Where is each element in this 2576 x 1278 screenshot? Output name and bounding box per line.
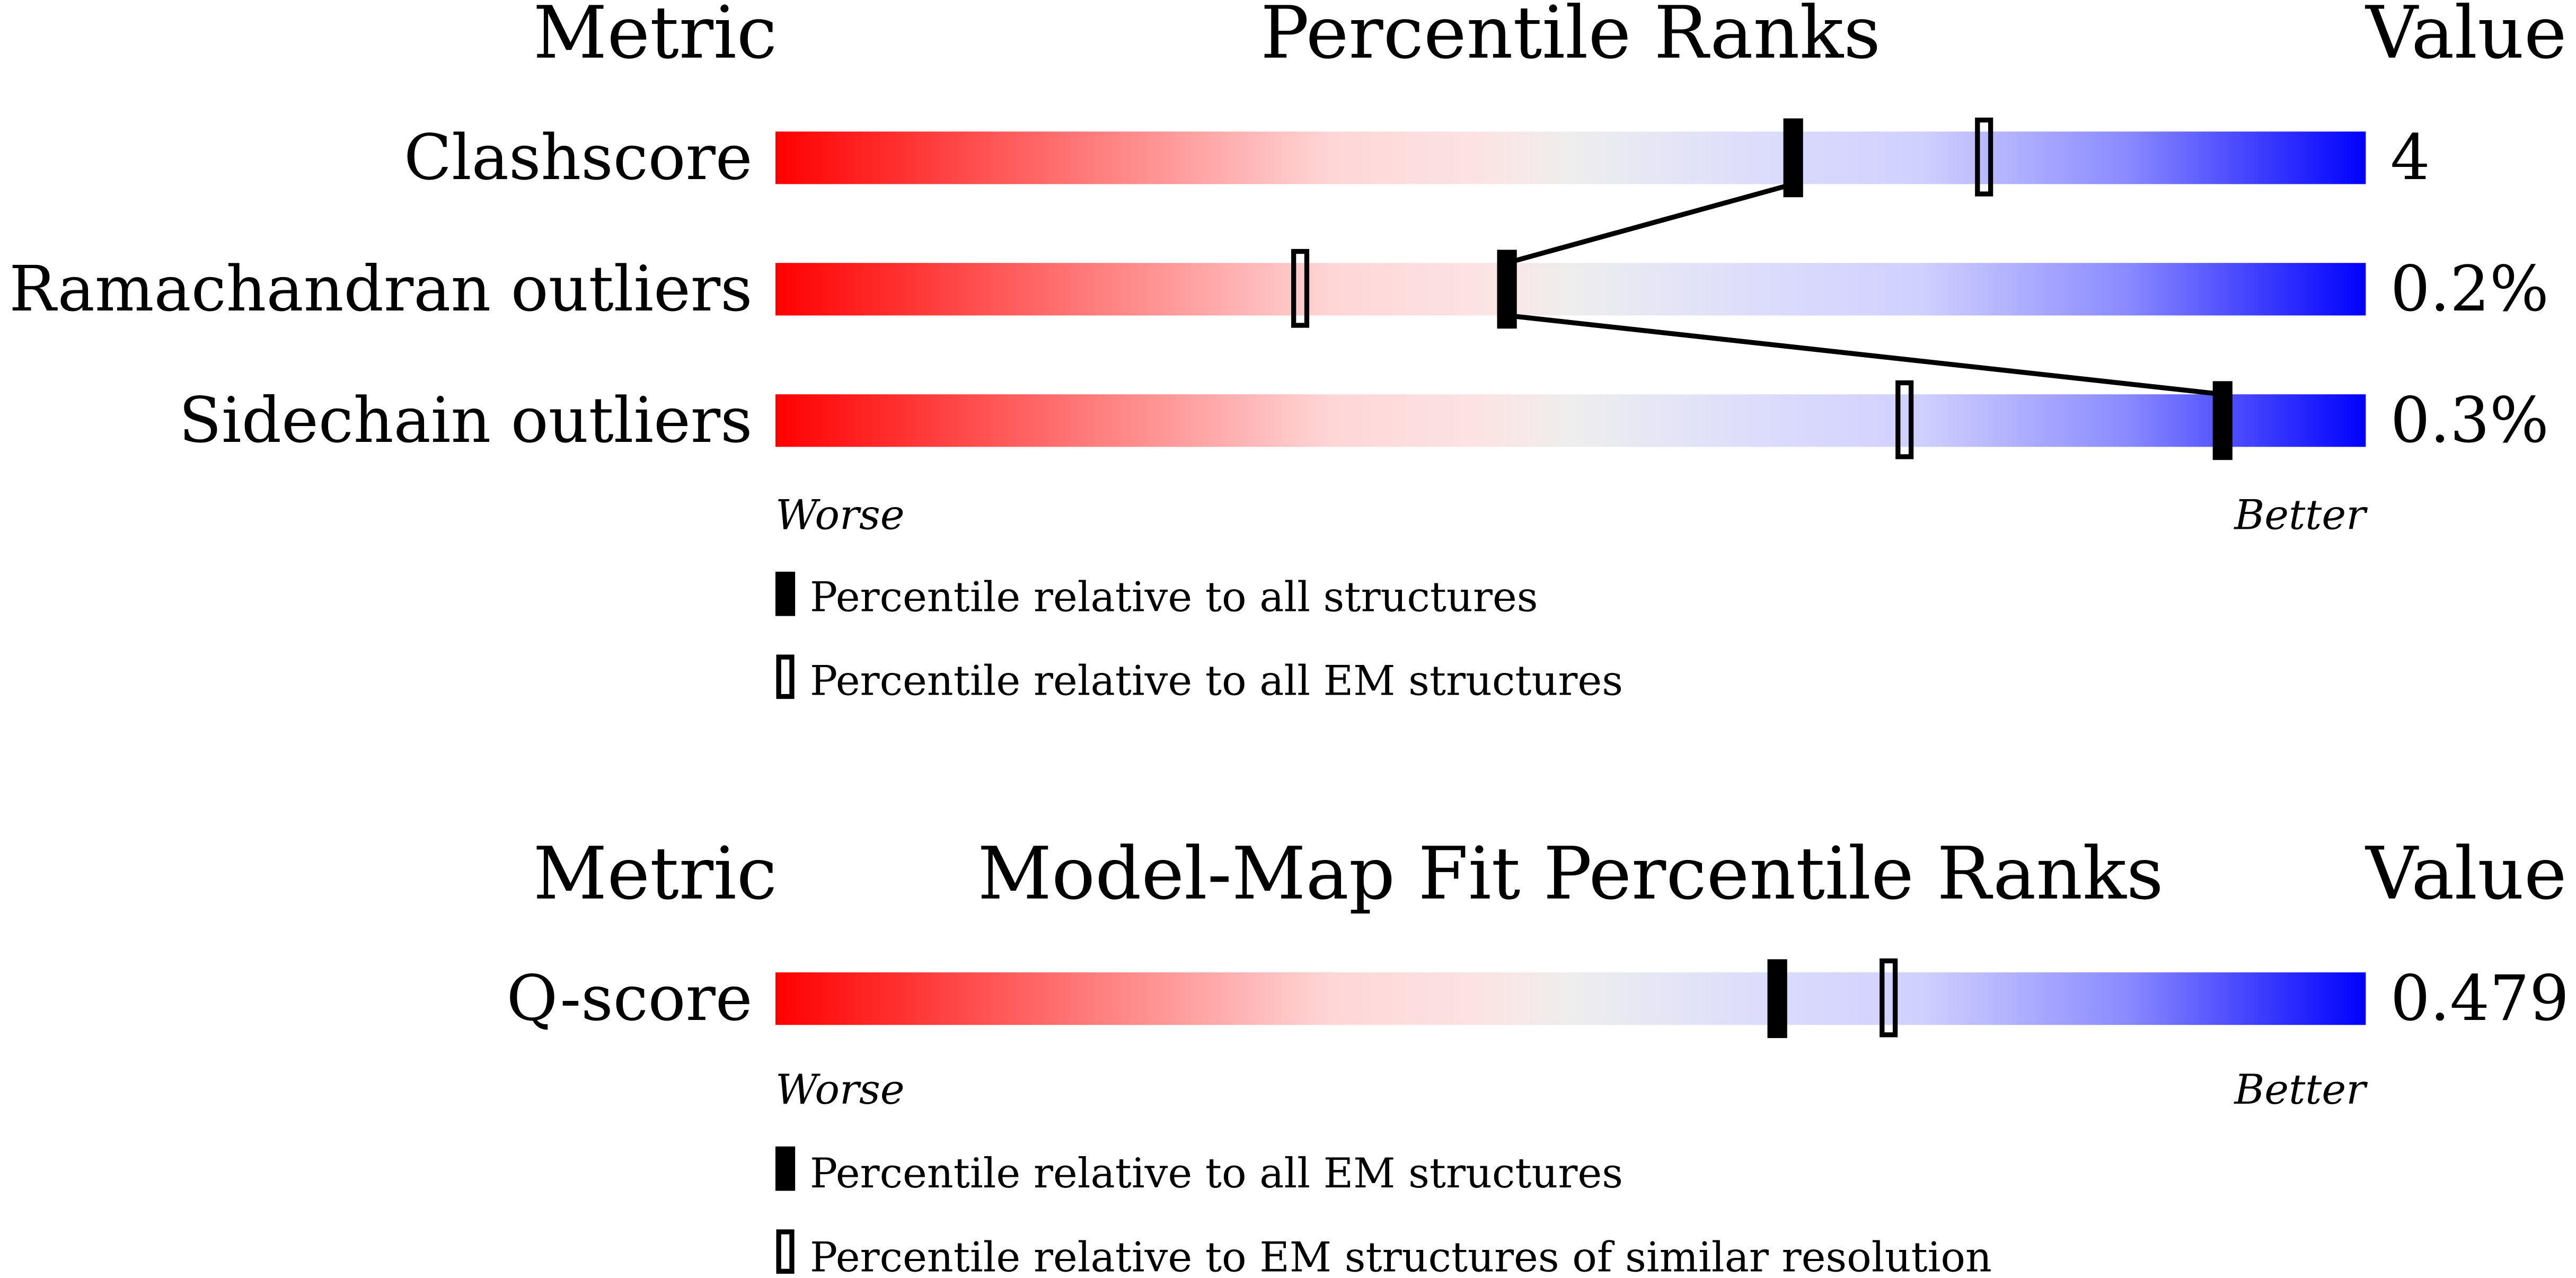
legend-open-marker-2 xyxy=(776,1229,795,1274)
chart-title: Percentile Ranks xyxy=(1260,0,1881,75)
open-percentile-marker xyxy=(1880,958,1898,1037)
legend-filled-marker xyxy=(775,571,796,616)
metric-row: Ramachandran outliers 0.2% xyxy=(9,248,2549,328)
percentile-bar xyxy=(775,131,2366,184)
value-header-2: Value xyxy=(2365,832,2566,916)
value-header: Value xyxy=(2365,0,2566,75)
metric-value: 0.3% xyxy=(2390,384,2549,457)
legend-open-label-2: Percentile relative to EM structures of … xyxy=(810,1233,1992,1278)
chart-title-2: Model-Map Fit Percentile Ranks xyxy=(977,832,2163,916)
connector-line xyxy=(1506,313,2223,397)
filled-percentile-marker xyxy=(2212,381,2233,460)
metric-header-2: Metric xyxy=(533,832,777,916)
metric-label: Clashscore xyxy=(404,121,753,194)
panel-1-rows: Clashscore 4 Ramachandran outliers 0.2% Side… xyxy=(9,117,2549,460)
connector-line xyxy=(1506,181,1794,265)
legend-filled-label-2: Percentile relative to all EM structures xyxy=(810,1150,1623,1197)
open-percentile-marker xyxy=(1895,380,1914,459)
open-percentile-marker xyxy=(1291,248,1310,328)
metric-label: Q-score xyxy=(507,962,753,1035)
metric-row: Q-score 0.479 xyxy=(507,958,2569,1037)
metric-row: Clashscore 4 xyxy=(404,117,2430,197)
percentile-bar xyxy=(775,972,2366,1025)
worse-label-2: Worse xyxy=(775,1066,905,1114)
metric-value: 0.2% xyxy=(2390,253,2549,325)
filled-percentile-marker xyxy=(1497,250,1517,329)
worse-label: Worse xyxy=(775,491,905,539)
metric-label: Sidechain outliers xyxy=(179,384,752,457)
metric-label: Ramachandran outliers xyxy=(9,253,752,325)
panel-2-rows: Q-score 0.479 xyxy=(507,958,2569,1039)
metric-value: 0.479 xyxy=(2390,962,2569,1035)
metric-header: Metric xyxy=(533,0,777,75)
metric-row: Sidechain outliers 0.3% xyxy=(179,380,2549,459)
metric-value: 4 xyxy=(2390,121,2430,194)
legend-open-label: Percentile relative to all EM structures xyxy=(810,657,1623,705)
percentile-bar xyxy=(775,263,2366,316)
filled-percentile-marker xyxy=(1767,959,1787,1039)
legend-open-marker xyxy=(776,654,795,699)
legend-filled-label: Percentile relative to all structures xyxy=(810,573,1538,621)
filled-percentile-marker xyxy=(1783,118,1803,198)
better-label-2: Better xyxy=(2233,1066,2368,1114)
better-label: Better xyxy=(2233,491,2368,539)
open-percentile-marker xyxy=(1975,117,1993,197)
percentile-bar xyxy=(775,394,2366,447)
legend-filled-marker-2 xyxy=(775,1146,796,1191)
